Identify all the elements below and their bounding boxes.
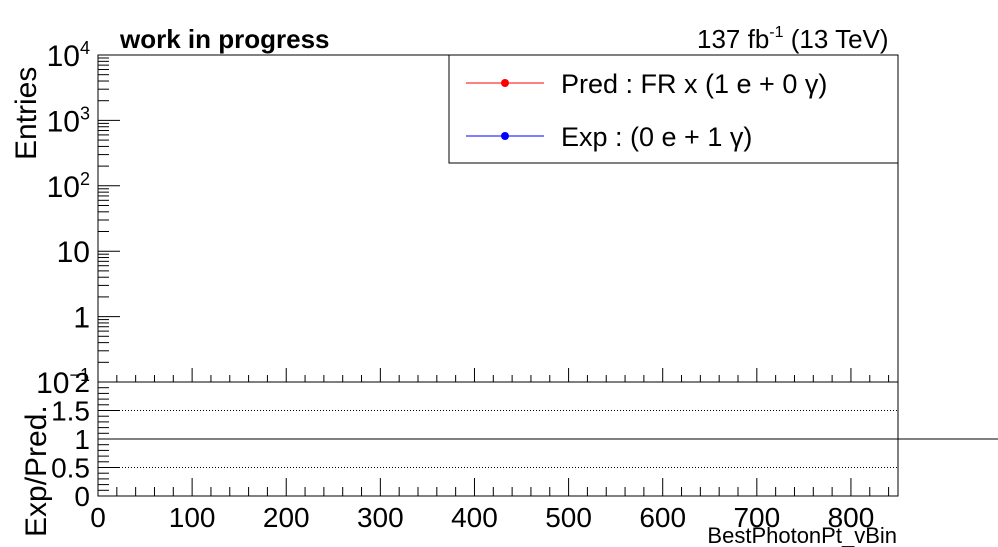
upper-y-tick-label: 102 [47,169,90,204]
x-tick-label: 0 [90,502,106,533]
ratio-y-axis: 00.511.52 [51,367,120,512]
legend-entry-exp: Exp : (0 e + 1 γ) [466,122,752,152]
legend-marker-exp [501,132,509,140]
ratio-gridlines [98,410,898,468]
ratio-y-tick-label: 2 [74,367,90,398]
x-tick-label: 600 [639,502,686,533]
x-tick-label: 100 [169,502,216,533]
x-tick-label: 300 [357,502,404,533]
legend-label-exp: Exp : (0 e + 1 γ) [561,122,752,152]
x-tick-label: 500 [545,502,592,533]
ratio-y-tick-label: 1.5 [51,396,90,427]
x-tick-label: 200 [263,502,310,533]
ratio-x-axis: 0 100 200 300 400 500 600 700 800 [90,478,890,533]
upper-y-tick-label: 10 [57,236,90,269]
upper-y-tick-label: 10−1 [36,365,90,400]
luminosity-label: 137 fb-1 (13 TeV) [697,24,889,54]
x-tick-label: 400 [451,502,498,533]
legend-marker-pred [501,79,509,87]
upper-y-tick-label: 1 [73,302,90,335]
ratio-y-tick-label: 1 [74,424,90,455]
ratio-y-axis-label: Exp/Pred. [20,405,53,537]
upper-x-ticks [97,368,890,382]
legend: Pred : FR x (1 e + 0 γ) Exp : (0 e + 1 γ… [448,54,899,164]
work-in-progress-label: work in progress [119,24,330,54]
ratio-panel: 00.511.52 0 100 200 300 400 500 600 700 800 Exp/… [20,367,998,547]
upper-y-tick-label: 103 [47,103,90,138]
ratio-y-tick-label: 0 [74,481,90,512]
x-tick-label: 700 [733,502,780,533]
ratio-y-tick-label: 0.5 [51,453,90,484]
x-tick-label: 800 [828,502,875,533]
x-axis-label: BestPhotonPt_vBin [707,523,897,547]
legend-box [448,54,899,164]
legend-entry-pred: Pred : FR x (1 e + 0 γ) [466,69,827,99]
legend-label-pred: Pred : FR x (1 e + 0 γ) [561,69,827,99]
upper-y-tick-label: 104 [47,38,90,73]
upper-y-axis-label: Entries [10,67,43,160]
